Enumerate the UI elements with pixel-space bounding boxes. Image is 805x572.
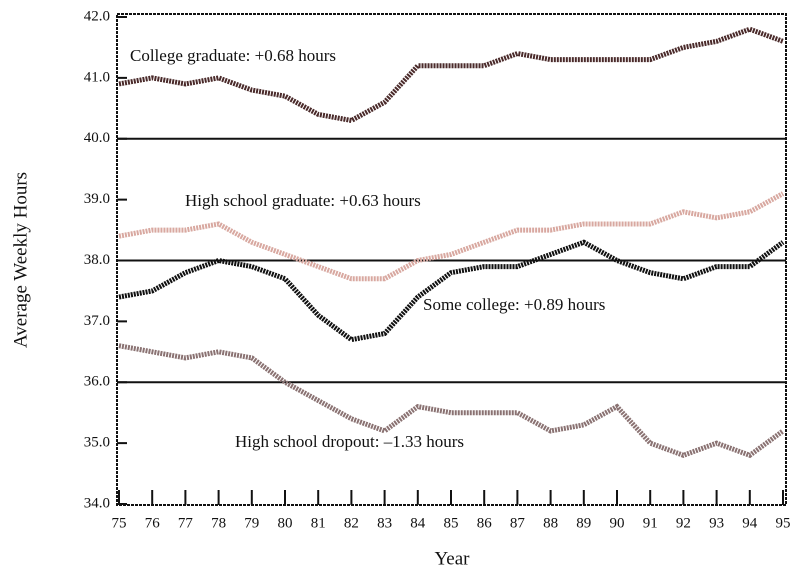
x-tick-label: 83	[377, 515, 392, 531]
series-line	[118, 239, 785, 343]
annotation: Some college: +0.89 hours	[423, 295, 605, 314]
x-axis-label: Year	[434, 548, 470, 569]
x-tick-label: 86	[477, 515, 493, 531]
y-axis-label: Average Weekly Hours	[10, 172, 31, 348]
x-tick-label: 91	[643, 515, 658, 531]
y-tick-label: 39.0	[84, 191, 110, 207]
x-tick-label: 90	[610, 515, 625, 531]
series-line	[118, 343, 785, 459]
x-tick-label: 81	[311, 515, 326, 531]
y-tick-label: 34.0	[84, 495, 110, 511]
x-tick-label: 87	[510, 515, 526, 531]
annotation: High school graduate: +0.63 hours	[185, 191, 421, 210]
x-tick-label: 93	[709, 515, 724, 531]
y-tick-label: 42.0	[84, 8, 110, 24]
y-tick-label: 37.0	[84, 313, 110, 329]
x-tick-label: 92	[676, 515, 691, 531]
x-tick-label: 94	[742, 515, 758, 531]
y-tick-label: 41.0	[84, 69, 110, 85]
x-tick-label: 88	[543, 515, 558, 531]
x-tick-label: 75	[112, 515, 127, 531]
annotation: High school dropout: –1.33 hours	[235, 432, 464, 451]
y-tick-label: 40.0	[84, 130, 110, 146]
series-line	[118, 26, 784, 124]
series-line	[118, 191, 785, 282]
x-tick-label: 95	[776, 515, 791, 531]
x-tick-label: 77	[178, 515, 194, 531]
y-tick-label: 38.0	[84, 252, 110, 268]
x-tick-label: 76	[145, 515, 161, 531]
x-tick-label: 84	[410, 515, 426, 531]
y-tick-label: 36.0	[84, 374, 110, 390]
y-tick-label: 35.0	[84, 435, 110, 451]
x-tick-label: 85	[444, 515, 459, 531]
x-tick-label: 79	[244, 515, 259, 531]
x-tick-label: 80	[278, 515, 293, 531]
x-tick-label: 89	[576, 515, 591, 531]
annotation: College graduate: +0.68 hours	[130, 46, 336, 65]
x-tick-label: 78	[211, 515, 226, 531]
x-tick-label: 82	[344, 515, 359, 531]
